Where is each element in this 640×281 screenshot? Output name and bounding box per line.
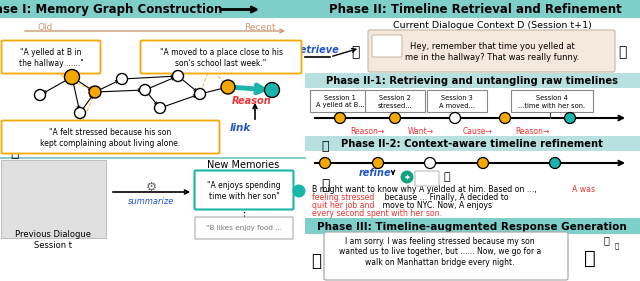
FancyBboxPatch shape <box>368 30 615 72</box>
Text: ⭐: ⭐ <box>603 235 609 245</box>
Text: Current Dialogue Context D (Session t+1): Current Dialogue Context D (Session t+1) <box>392 21 591 30</box>
Circle shape <box>173 71 184 81</box>
Text: 📋: 📋 <box>321 96 329 108</box>
FancyBboxPatch shape <box>310 90 370 112</box>
FancyBboxPatch shape <box>1 121 220 153</box>
Text: link: link <box>229 123 251 133</box>
Circle shape <box>401 171 413 183</box>
Text: "A enjoys spending
time with her son": "A enjoys spending time with her son" <box>207 181 281 201</box>
FancyBboxPatch shape <box>415 171 439 186</box>
Text: "A felt stressed because his son
kept complaining about living alone.: "A felt stressed because his son kept co… <box>40 128 180 148</box>
Text: ✦: ✦ <box>403 173 410 182</box>
Circle shape <box>424 157 435 169</box>
Text: Session 1
A yelled at B...: Session 1 A yelled at B... <box>316 96 364 108</box>
FancyBboxPatch shape <box>1 160 106 238</box>
Circle shape <box>65 69 79 85</box>
Circle shape <box>564 112 575 124</box>
Text: Recent: Recent <box>244 24 276 33</box>
Circle shape <box>116 74 127 85</box>
Text: feeling stressed: feeling stressed <box>312 192 374 201</box>
FancyBboxPatch shape <box>365 90 425 112</box>
Text: B might want to know why A yielded at him. Based on ...,: B might want to know why A yielded at hi… <box>312 185 540 194</box>
FancyBboxPatch shape <box>305 73 640 88</box>
Circle shape <box>335 112 346 124</box>
Text: summarize: summarize <box>128 196 174 205</box>
FancyBboxPatch shape <box>195 171 294 210</box>
Text: Phase II: Timeline Retrieval and Refinement: Phase II: Timeline Retrieval and Refinem… <box>328 3 621 16</box>
Text: 👧: 👧 <box>444 172 451 182</box>
Circle shape <box>372 157 383 169</box>
Circle shape <box>477 157 488 169</box>
Circle shape <box>390 112 401 124</box>
FancyBboxPatch shape <box>305 18 640 281</box>
FancyBboxPatch shape <box>511 90 593 112</box>
Circle shape <box>319 157 330 169</box>
Text: Session 3
A moved...: Session 3 A moved... <box>439 96 475 108</box>
Text: ⭐: ⭐ <box>615 243 619 249</box>
Circle shape <box>35 90 45 101</box>
FancyBboxPatch shape <box>305 218 640 234</box>
Circle shape <box>140 85 150 96</box>
Text: move to NYC. Now, A enjoys: move to NYC. Now, A enjoys <box>380 201 495 210</box>
FancyBboxPatch shape <box>1 40 100 74</box>
Circle shape <box>499 112 511 124</box>
Text: refine: refine <box>358 168 391 178</box>
Circle shape <box>550 157 561 169</box>
FancyBboxPatch shape <box>427 90 487 112</box>
Circle shape <box>449 112 461 124</box>
Text: Phase II-1: Retrieving and untangling raw timelines: Phase II-1: Retrieving and untangling ra… <box>326 76 618 86</box>
Text: "B likes enjoy food ...: "B likes enjoy food ... <box>206 225 282 231</box>
Text: Reason→: Reason→ <box>350 126 384 135</box>
Text: "A yelled at B in
the hallway ......": "A yelled at B in the hallway ......" <box>19 48 83 68</box>
FancyBboxPatch shape <box>0 0 640 18</box>
Text: 👧: 👧 <box>618 45 626 59</box>
FancyBboxPatch shape <box>0 18 305 281</box>
Text: 📦: 📦 <box>321 140 329 153</box>
Text: Reason: Reason <box>232 96 272 105</box>
Circle shape <box>292 185 305 198</box>
Text: "A moved to a place close to his
son's school last week.": "A moved to a place close to his son's s… <box>159 48 282 68</box>
Circle shape <box>154 103 166 114</box>
Text: Hey, remember that time you yelled at
me in the hallway? That was really funny.: Hey, remember that time you yelled at me… <box>405 42 579 62</box>
Circle shape <box>74 108 86 119</box>
Text: retrieve: retrieve <box>296 45 340 55</box>
Text: 🧑: 🧑 <box>311 252 321 270</box>
Text: because ... Finally, A decided to: because ... Finally, A decided to <box>382 192 511 201</box>
Text: Session 4
...time with her son.: Session 4 ...time with her son. <box>518 96 586 108</box>
FancyBboxPatch shape <box>141 40 301 74</box>
FancyBboxPatch shape <box>305 136 640 151</box>
Text: ⚙: ⚙ <box>145 180 157 194</box>
FancyBboxPatch shape <box>372 35 402 57</box>
Text: A was: A was <box>572 185 595 194</box>
Text: Phase III: Timeline-augmented Response Generation: Phase III: Timeline-augmented Response G… <box>317 221 627 232</box>
FancyBboxPatch shape <box>324 232 568 280</box>
Text: 🌿: 🌿 <box>10 145 18 159</box>
Circle shape <box>89 86 101 98</box>
Text: Previous Dialogue
Session t: Previous Dialogue Session t <box>15 230 91 250</box>
Text: Cause→: Cause→ <box>463 126 493 135</box>
Text: New Memories: New Memories <box>207 160 279 170</box>
Text: 👍: 👍 <box>584 248 596 268</box>
FancyBboxPatch shape <box>195 217 293 239</box>
Text: Old: Old <box>38 24 53 33</box>
Circle shape <box>264 83 280 98</box>
Text: Phase II-2: Context-aware timeline refinement: Phase II-2: Context-aware timeline refin… <box>341 139 603 149</box>
Text: I am sorry. I was feeling stressed because my son
wanted us to live together, bu: I am sorry. I was feeling stressed becau… <box>339 237 541 267</box>
Text: Reason→: Reason→ <box>515 126 549 135</box>
Text: 🧑: 🧑 <box>351 45 359 59</box>
Text: Session 2
stressed...: Session 2 stressed... <box>378 96 412 108</box>
Text: every second spent with her son.: every second spent with her son. <box>312 209 442 217</box>
Circle shape <box>195 89 205 99</box>
Text: quit her job and: quit her job and <box>312 201 374 210</box>
Circle shape <box>221 80 235 94</box>
Text: ⋮: ⋮ <box>239 208 250 218</box>
Text: Want→: Want→ <box>408 126 434 135</box>
Text: Phase I: Memory Graph Construction: Phase I: Memory Graph Construction <box>0 3 222 16</box>
Text: 🤖: 🤖 <box>321 178 329 192</box>
